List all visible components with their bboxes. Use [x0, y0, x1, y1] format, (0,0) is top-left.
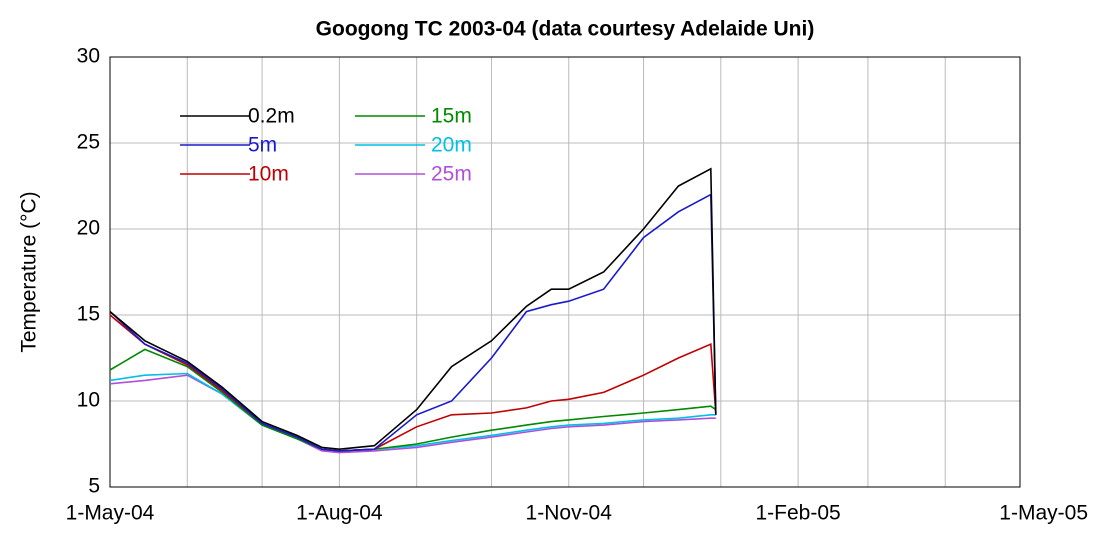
y-tick-label: 30: [77, 45, 100, 68]
legend-label: 25m: [431, 163, 472, 186]
legend-label: 20m: [431, 134, 472, 157]
y-tick-label: 15: [77, 303, 100, 326]
legend-label: 0.2m: [248, 105, 295, 128]
data-line: [109, 193, 717, 452]
x-tick-label: 1-Nov-04: [526, 502, 613, 525]
x-tick-label: 1-Feb-05: [756, 502, 841, 525]
data-line: [109, 314, 717, 452]
legend-label: 5m: [248, 134, 277, 157]
y-tick-label: 25: [77, 131, 100, 154]
chart-title: Googong TC 2003-04 (data courtesy Adelai…: [316, 18, 815, 41]
data-line: [109, 348, 717, 452]
data-line: [109, 167, 717, 451]
y-tick-label: 5: [88, 475, 100, 498]
y-tick-label: 20: [77, 217, 100, 240]
legend-label: 15m: [431, 105, 472, 128]
data-line: [109, 372, 716, 452]
legend-label: 10m: [248, 163, 289, 186]
x-tick-label: 1-May-05: [999, 502, 1088, 525]
plot-frame: [109, 56, 1021, 488]
x-tick-label: 1-Aug-04: [296, 502, 383, 525]
y-axis-label: Temperature (°C): [18, 191, 41, 352]
y-tick-label: 10: [77, 389, 100, 412]
x-tick-label: 1-May-04: [66, 502, 155, 525]
